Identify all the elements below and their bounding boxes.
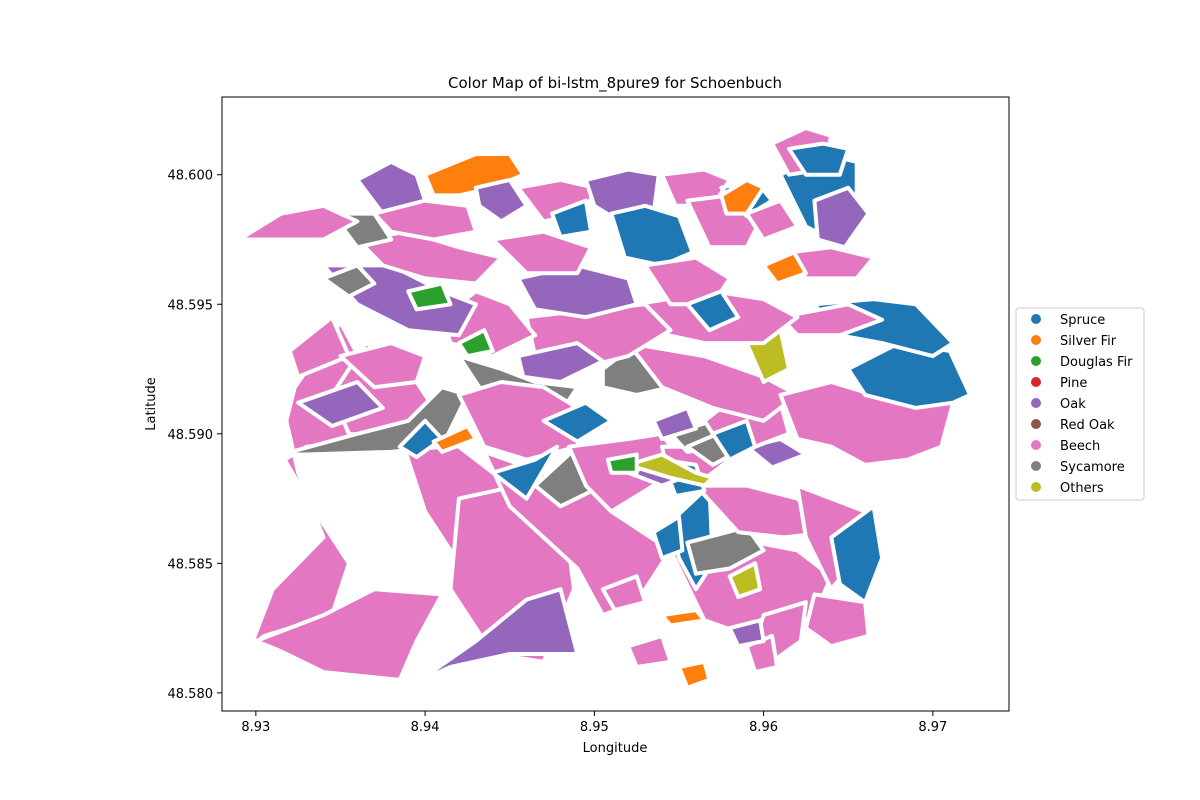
legend-marker-beech (1031, 440, 1041, 450)
stand-douglas-fir (456, 328, 495, 359)
legend-marker-spruce (1031, 314, 1041, 324)
stand-spruce (651, 514, 685, 561)
legend-marker-douglas-fir (1031, 356, 1041, 366)
legend-marker-sycamore (1031, 461, 1041, 471)
stand-beech (490, 229, 593, 276)
stand-beech (778, 302, 885, 338)
legend-marker-others (1031, 482, 1041, 492)
legend-marker-pine (1031, 377, 1041, 387)
x-tick-label: 8.94 (411, 720, 440, 735)
legend-box (1015, 307, 1145, 501)
stand-douglas-fir (406, 281, 453, 312)
stand-oak (355, 159, 428, 216)
stand-spruce (787, 141, 851, 177)
x-axis-label: Longitude (583, 741, 648, 756)
stand-douglas-fir (605, 452, 639, 475)
y-axis-label: Latitude (144, 377, 159, 431)
stand-beech (338, 341, 428, 390)
stand-spruce (550, 198, 593, 239)
stand-beech (744, 198, 800, 242)
legend-label-sycamore: Sycamore (1060, 460, 1125, 475)
stand-oak (414, 587, 580, 685)
stand-spruce (710, 418, 758, 462)
y-tick-label: 48.595 (168, 298, 214, 313)
stand-silver-fir (719, 177, 766, 216)
legend-label-spruce: Spruce (1060, 313, 1105, 328)
y-tick-label: 48.580 (168, 687, 214, 702)
stand-beech (236, 203, 360, 242)
stand-beech (626, 633, 673, 669)
stand-beech (626, 341, 800, 423)
legend-label-beech: Beech (1060, 439, 1100, 454)
stand-oak (727, 618, 766, 649)
legend: Spruce Silver Fir Douglas Fir Pine Oak Red Oa… (1015, 307, 1145, 501)
stand-spruce (609, 203, 695, 268)
stand-beech (600, 574, 648, 612)
y-tick-label: 48.590 (168, 428, 214, 443)
legend-label-red-oak: Red Oak (1060, 418, 1115, 433)
stand-others (626, 452, 715, 488)
stand-oak (296, 380, 385, 428)
stand-beech (372, 198, 478, 242)
legend-label-silver-fir: Silver Fir (1060, 334, 1117, 349)
stand-spruce (685, 289, 741, 333)
x-tick-label: 8.95 (580, 720, 609, 735)
stand-oak (812, 185, 871, 250)
legend-marker-red-oak (1031, 419, 1041, 429)
stand-sycamore (321, 263, 377, 299)
x-tick-label: 8.96 (749, 720, 778, 735)
stand-oak (516, 341, 605, 384)
chart-title: Color Map of bi-lstm_8pure9 for Schoenbu… (448, 74, 782, 93)
stand-others (727, 561, 763, 599)
legend-label-others: Others (1060, 481, 1104, 496)
x-axis-ticks: 8.93 8.94 8.95 8.96 8.97 (241, 711, 947, 735)
y-axis-ticks: 48.580 48.585 48.590 48.595 48.600 (168, 169, 222, 702)
legend-label-oak: Oak (1060, 397, 1086, 412)
legend-label-pine: Pine (1060, 376, 1087, 391)
stand-spruce (490, 444, 560, 501)
stand-spruce (541, 400, 614, 444)
stand-polygons (236, 126, 973, 690)
stand-silver-fir (677, 659, 712, 690)
stand-oak (651, 405, 698, 441)
y-tick-label: 48.600 (168, 169, 214, 184)
y-tick-label: 48.585 (168, 557, 214, 572)
stand-spruce (829, 504, 885, 605)
stand-beech (803, 592, 871, 649)
legend-marker-silver-fir (1031, 335, 1041, 345)
stand-silver-fir (761, 250, 808, 286)
stand-silver-fir (660, 608, 707, 628)
x-tick-label: 8.93 (241, 720, 270, 735)
legend-label-douglas-fir: Douglas Fir (1060, 355, 1133, 370)
legend-marker-oak (1031, 398, 1041, 408)
stand-silver-fir (431, 424, 478, 454)
x-tick-label: 8.97 (918, 720, 947, 735)
plot-frame (221, 96, 1010, 712)
stand-oak (473, 177, 529, 224)
stand-beech (253, 561, 461, 682)
